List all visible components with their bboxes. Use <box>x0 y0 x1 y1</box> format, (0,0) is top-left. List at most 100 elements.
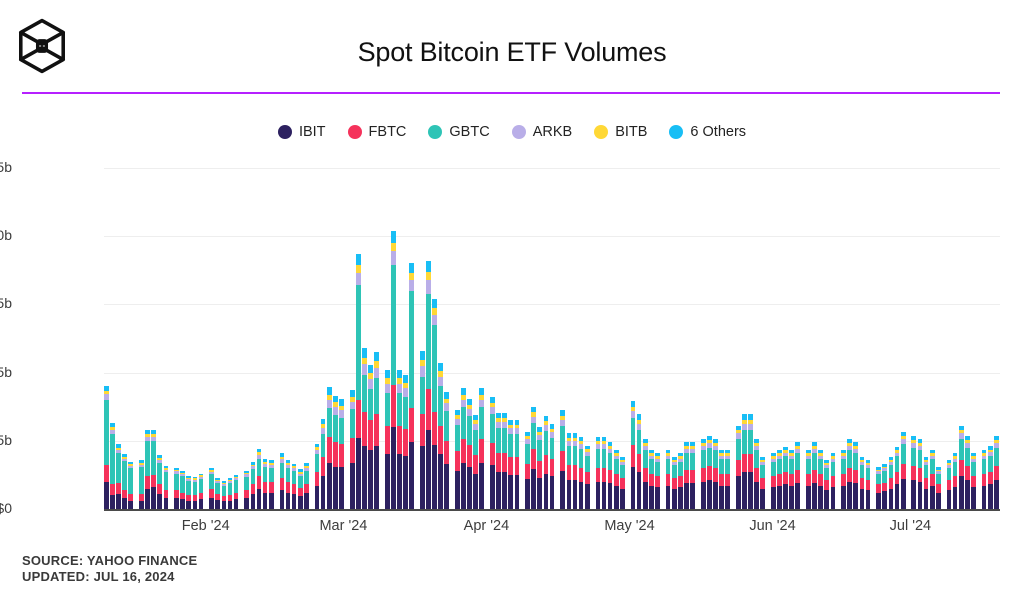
bar-column[interactable] <box>531 406 537 509</box>
bar-column[interactable] <box>760 456 766 509</box>
legend-item-ibit[interactable]: IBIT <box>277 125 326 139</box>
bar-column[interactable] <box>706 435 712 509</box>
bar-column[interactable] <box>655 453 660 509</box>
bar-column[interactable] <box>256 448 262 509</box>
bar-column[interactable] <box>607 442 613 509</box>
bar-column[interactable] <box>490 396 495 509</box>
bar-column[interactable] <box>841 449 846 509</box>
bar-column[interactable] <box>268 459 274 509</box>
bar-column[interactable] <box>818 449 824 509</box>
bar-column[interactable] <box>320 418 326 509</box>
bar-column[interactable] <box>847 439 853 509</box>
bar-column[interactable] <box>419 350 425 509</box>
bar-column[interactable] <box>742 414 747 509</box>
bar-column[interactable] <box>636 414 642 509</box>
bar-column[interactable] <box>116 444 121 509</box>
bar-column[interactable] <box>952 453 958 509</box>
bar-column[interactable] <box>473 414 479 509</box>
bar-column[interactable] <box>455 409 460 509</box>
bar-column[interactable] <box>665 449 671 509</box>
bar-column[interactable] <box>987 446 993 509</box>
bar-column[interactable] <box>560 409 566 509</box>
bar-column[interactable] <box>865 460 871 509</box>
bar-column[interactable] <box>122 453 128 509</box>
bar-column[interactable] <box>970 453 976 509</box>
bar-column[interactable] <box>139 460 144 509</box>
bar-column[interactable] <box>619 456 625 509</box>
bar-column[interactable] <box>964 435 970 509</box>
bar-column[interactable] <box>958 425 964 509</box>
bar-column[interactable] <box>297 469 303 509</box>
bar-column[interactable] <box>578 437 584 509</box>
bar-column[interactable] <box>783 446 788 509</box>
legend-item-fbtc[interactable]: FBTC <box>347 125 406 139</box>
bar-column[interactable] <box>186 476 192 509</box>
bar-column[interactable] <box>713 439 718 509</box>
bar-column[interactable] <box>110 423 115 509</box>
bar-column[interactable] <box>508 419 514 509</box>
bar-column[interactable] <box>163 466 169 509</box>
bar-column[interactable] <box>754 439 759 509</box>
bar-column[interactable] <box>291 463 297 509</box>
bar-column[interactable] <box>684 442 689 509</box>
bar-column[interactable] <box>642 439 648 509</box>
bar-column[interactable] <box>250 461 256 509</box>
bar-column[interactable] <box>180 470 186 509</box>
bar-column[interactable] <box>514 419 520 509</box>
bar-column[interactable] <box>946 460 952 509</box>
bar-column[interactable] <box>900 432 906 509</box>
bar-column[interactable] <box>215 477 221 509</box>
bar-column[interactable] <box>690 442 695 509</box>
bar-column[interactable] <box>677 453 683 509</box>
bar-column[interactable] <box>285 459 291 509</box>
bar-column[interactable] <box>806 449 811 509</box>
bar-column[interactable] <box>601 437 607 509</box>
bar-column[interactable] <box>314 443 320 509</box>
bar-column[interactable] <box>830 453 836 509</box>
bar-column[interactable] <box>244 470 250 509</box>
bar-column[interactable] <box>128 461 134 509</box>
bar-column[interactable] <box>355 254 361 509</box>
bar-column[interactable] <box>993 435 999 509</box>
bar-column[interactable] <box>812 442 817 509</box>
bar-column[interactable] <box>853 442 859 509</box>
bar-column[interactable] <box>361 347 367 509</box>
bar-column[interactable] <box>233 474 239 509</box>
bar-column[interactable] <box>543 415 549 509</box>
legend-item-bitb[interactable]: BITB <box>594 125 647 139</box>
bar-column[interactable] <box>566 433 572 509</box>
bar-column[interactable] <box>549 423 555 509</box>
bar-column[interactable] <box>613 449 619 509</box>
bar-column[interactable] <box>339 399 344 509</box>
bar-column[interactable] <box>279 453 285 509</box>
bar-column[interactable] <box>735 425 741 509</box>
bar-column[interactable] <box>326 387 332 509</box>
bar-column[interactable] <box>349 390 355 509</box>
bar-column[interactable] <box>432 298 437 509</box>
bar-column[interactable] <box>824 460 830 509</box>
bar-column[interactable] <box>368 364 373 509</box>
bar-column[interactable] <box>332 395 338 509</box>
bar-column[interactable] <box>525 432 531 509</box>
bar-column[interactable] <box>104 386 109 509</box>
bar-column[interactable] <box>795 442 801 509</box>
bar-column[interactable] <box>671 456 677 509</box>
bar-column[interactable] <box>157 455 163 509</box>
bar-column[interactable] <box>929 449 935 509</box>
bar-column[interactable] <box>584 445 590 509</box>
bar-column[interactable] <box>390 230 396 509</box>
bar-column[interactable] <box>894 446 900 509</box>
bar-column[interactable] <box>917 439 923 509</box>
bar-column[interactable] <box>911 435 917 509</box>
bar-column[interactable] <box>426 260 431 509</box>
bar-column[interactable] <box>221 481 227 509</box>
bar-column[interactable] <box>479 387 485 509</box>
bar-column[interactable] <box>209 468 215 509</box>
bar-column[interactable] <box>227 478 233 509</box>
bar-column[interactable] <box>461 387 466 509</box>
bar-column[interactable] <box>876 467 882 509</box>
bar-column[interactable] <box>438 363 444 509</box>
bar-column[interactable] <box>700 439 706 509</box>
bar-column[interactable] <box>981 449 987 509</box>
bar-column[interactable] <box>719 449 724 509</box>
